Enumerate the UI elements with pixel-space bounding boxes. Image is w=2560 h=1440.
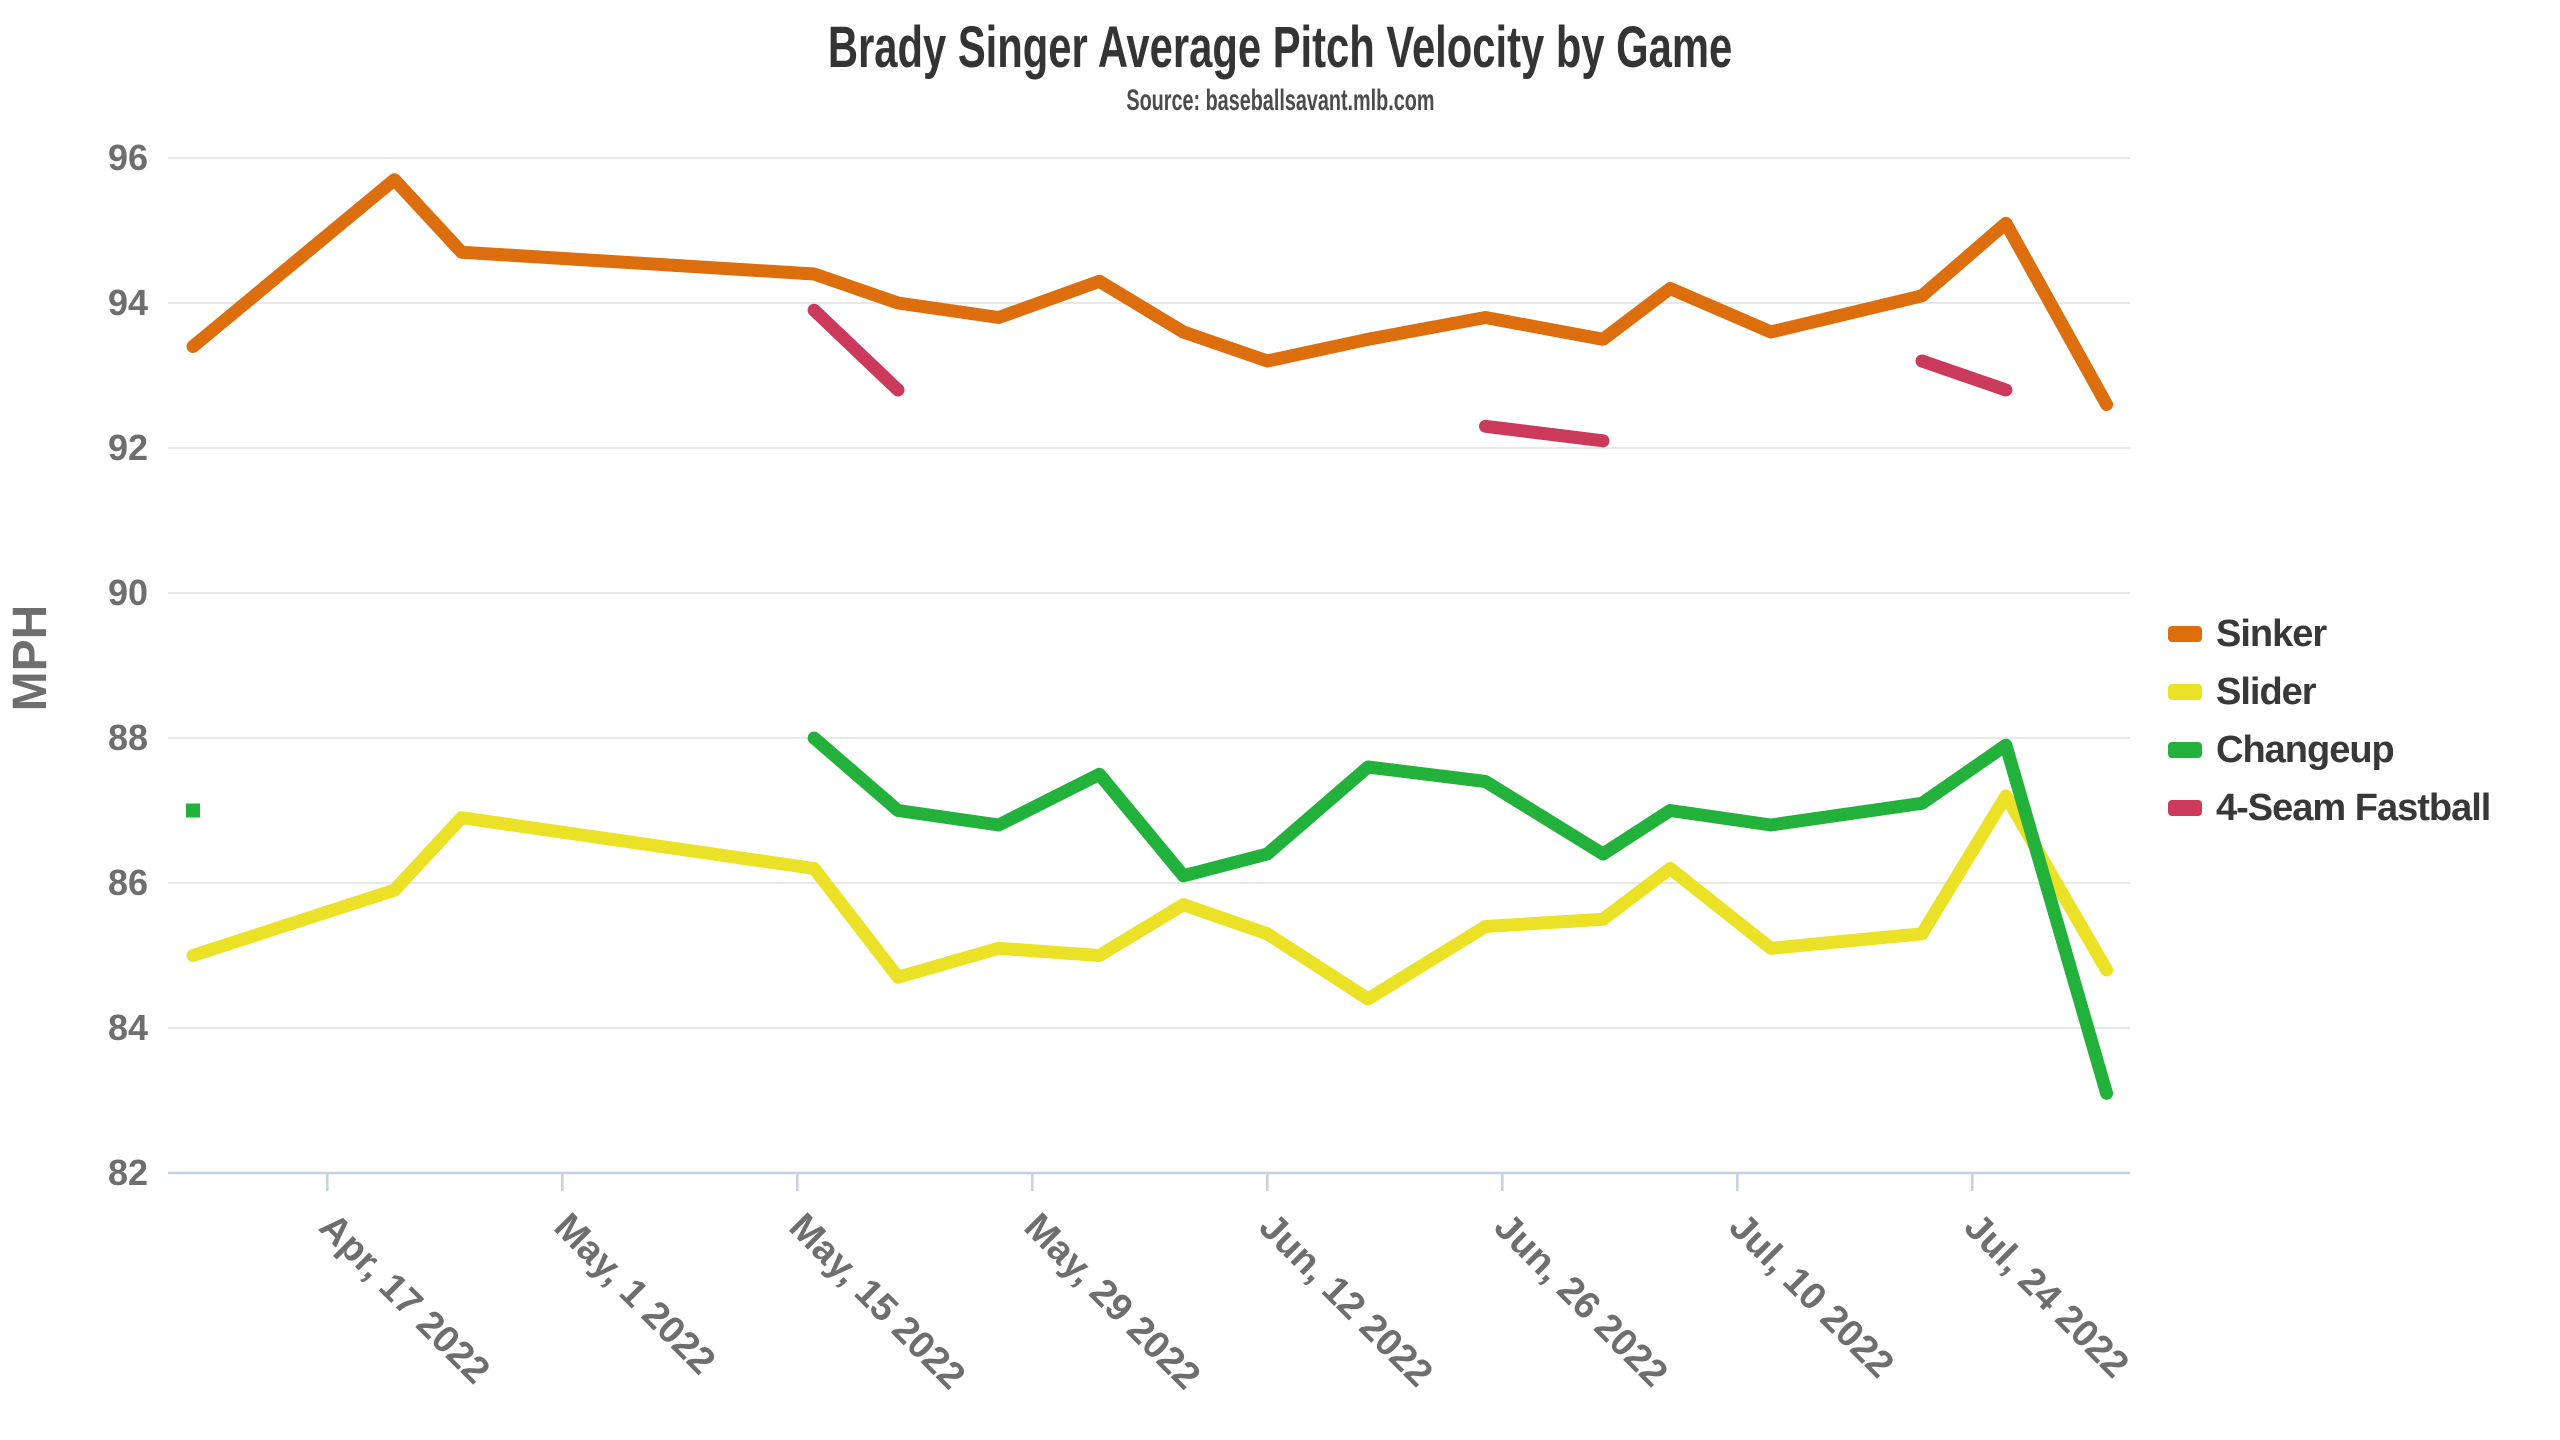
x-tick-label-1: May, 1 2022 — [546, 1206, 723, 1383]
x-tick-label-7: Jul, 24 2022 — [1956, 1206, 2137, 1387]
y-axis-title: MPH — [4, 605, 57, 712]
x-tick-label-4: Jun, 12 2022 — [1251, 1206, 1441, 1396]
legend-label-slider: Slider — [2216, 670, 2317, 713]
series-line-four-seam-seg3[interactable] — [1915, 354, 2013, 397]
y-tick-label-86: 86 — [108, 862, 148, 903]
x-tick-label-3: May, 29 2022 — [1016, 1206, 1208, 1398]
legend-label-four-seam: 4-Seam Fastball — [2216, 786, 2491, 829]
y-tick-label-94: 94 — [108, 282, 148, 323]
legend-item-changeup[interactable]: Changeup — [2168, 728, 2395, 771]
chart-title: Brady Singer Average Pitch Velocity by G… — [827, 15, 1733, 80]
series-line-slider[interactable] — [186, 789, 2114, 1006]
x-tick-label-5: Jun, 26 2022 — [1486, 1206, 1676, 1396]
y-tick-label-88: 88 — [108, 717, 148, 758]
y-tick-label-82: 82 — [108, 1152, 148, 1193]
page-title: Brady Singer Average Pitch Velocity by G… — [0, 16, 2560, 80]
series-line-sinker[interactable] — [186, 173, 2114, 411]
y-tick-label-90: 90 — [108, 572, 148, 613]
chart-subtitle-wrap: Source: baseballsavant.mlb.com — [0, 84, 2560, 117]
legend-label-sinker: Sinker — [2216, 612, 2327, 655]
y-tick-label-92: 92 — [108, 427, 148, 468]
legend-item-slider[interactable]: Slider — [2168, 670, 2317, 713]
legend-swatch-sinker — [2168, 626, 2202, 642]
legend-label-changeup: Changeup — [2216, 728, 2395, 771]
chart-subtitle: Source: baseballsavant.mlb.com — [1125, 84, 1435, 117]
legend-item-four-seam[interactable]: 4-Seam Fastball — [2168, 786, 2491, 829]
y-tick-label-96: 96 — [108, 137, 148, 178]
legend-swatch-changeup — [2168, 742, 2202, 758]
x-tick-label-2: May, 15 2022 — [781, 1206, 973, 1398]
series-line-changeup-seg2[interactable] — [807, 731, 2114, 1100]
series-point-changeup[interactable] — [186, 803, 200, 818]
legend-swatch-four-seam — [2168, 800, 2202, 816]
series-line-four-seam-seg1[interactable] — [807, 303, 905, 397]
legend-item-sinker[interactable]: Sinker — [2168, 612, 2327, 655]
legend-swatch-slider — [2168, 684, 2202, 700]
x-tick-label-0: Apr, 17 2022 — [311, 1206, 498, 1393]
series-line-four-seam-seg2[interactable] — [1479, 419, 1610, 448]
y-tick-label-84: 84 — [108, 1007, 148, 1048]
x-tick-label-6: Jul, 10 2022 — [1721, 1206, 1902, 1387]
